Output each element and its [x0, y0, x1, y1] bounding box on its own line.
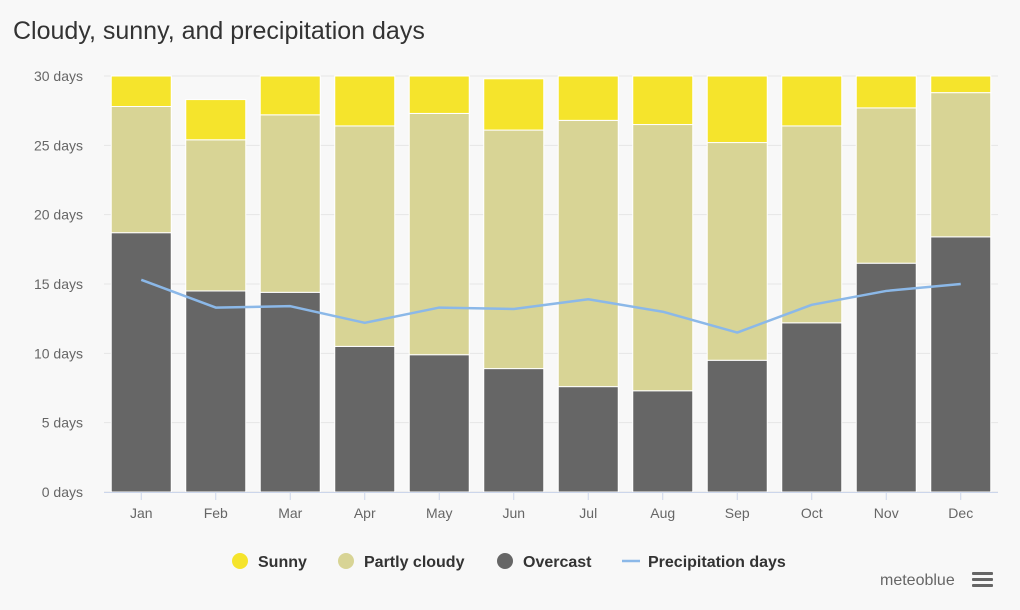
y-tick-label: 15 days — [34, 276, 83, 292]
chart-title: Cloudy, sunny, and precipitation days — [13, 17, 425, 45]
bar-sunny[interactable] — [557, 75, 619, 121]
bar-overcast[interactable] — [185, 290, 247, 493]
bar-partly-cloudy[interactable] — [259, 114, 321, 293]
x-tick-label: Sep — [725, 505, 750, 521]
legend-label-precipitation-days[interactable]: Precipitation days — [648, 554, 786, 571]
bar-overcast[interactable] — [930, 236, 992, 493]
y-tick-label: 0 days — [42, 484, 83, 500]
x-tick-label: Dec — [948, 505, 973, 521]
y-tick-label: 30 days — [34, 68, 83, 84]
y-tick-label: 25 days — [34, 137, 83, 153]
bar-sunny[interactable] — [483, 78, 545, 131]
hamburger-menu-icon[interactable] — [968, 568, 996, 592]
bar-overcast[interactable] — [408, 354, 470, 493]
x-tick-label: May — [426, 505, 452, 521]
bar-sunny[interactable] — [334, 75, 396, 127]
bar-partly-cloudy[interactable] — [334, 125, 396, 347]
x-tick-label: Jun — [502, 505, 525, 521]
x-tick-label: Aug — [650, 505, 675, 521]
bar-partly-cloudy[interactable] — [632, 124, 694, 392]
bar-partly-cloudy[interactable] — [483, 129, 545, 370]
bar-overcast[interactable] — [259, 291, 321, 493]
y-tick-label: 5 days — [42, 415, 83, 431]
legend-symbol-partly-cloudy[interactable] — [338, 553, 354, 569]
legend-label-overcast[interactable]: Overcast — [523, 554, 592, 571]
legend-symbol-sunny[interactable] — [232, 553, 248, 569]
bar-overcast[interactable] — [110, 232, 172, 493]
legend-symbol-overcast[interactable] — [497, 553, 513, 569]
x-tick-label: Apr — [354, 505, 376, 521]
bar-partly-cloudy[interactable] — [408, 112, 470, 356]
credit-label[interactable]: meteoblue — [880, 572, 955, 589]
bar-sunny[interactable] — [706, 75, 768, 144]
line-precipitation-days[interactable] — [140, 278, 961, 334]
legend-label-partly-cloudy[interactable]: Partly cloudy — [364, 554, 465, 571]
x-tick-label: Oct — [801, 505, 823, 521]
bar-partly-cloudy[interactable] — [185, 139, 247, 292]
x-tick-label: Feb — [204, 505, 228, 521]
bar-partly-cloudy[interactable] — [557, 119, 619, 388]
x-tick-label: Nov — [874, 505, 899, 521]
bar-overcast[interactable] — [781, 322, 843, 493]
bar-overcast[interactable] — [706, 359, 768, 493]
bar-partly-cloudy[interactable] — [855, 107, 917, 264]
bar-sunny[interactable] — [408, 75, 470, 114]
bar-partly-cloudy[interactable] — [781, 125, 843, 324]
bar-overcast[interactable] — [632, 390, 694, 493]
bar-sunny[interactable] — [259, 75, 321, 116]
y-tick-label: 10 days — [34, 345, 83, 361]
x-tick-label: Jul — [579, 505, 597, 521]
bar-overcast[interactable] — [855, 262, 917, 493]
x-tick-label: Mar — [278, 505, 302, 521]
bar-overcast[interactable] — [334, 345, 396, 493]
bar-overcast[interactable] — [557, 386, 619, 493]
bar-overcast[interactable] — [483, 368, 545, 493]
bar-sunny[interactable] — [930, 75, 992, 94]
bar-partly-cloudy[interactable] — [110, 106, 172, 234]
bar-sunny[interactable] — [632, 75, 694, 126]
bar-sunny[interactable] — [185, 99, 247, 141]
legend-label-sunny[interactable]: Sunny — [258, 554, 307, 571]
x-tick-label: Jan — [130, 505, 153, 521]
bar-sunny[interactable] — [110, 75, 172, 108]
y-tick-label: 20 days — [34, 207, 83, 223]
bar-sunny[interactable] — [855, 75, 917, 109]
bar-partly-cloudy[interactable] — [930, 92, 992, 238]
bar-sunny[interactable] — [781, 75, 843, 127]
